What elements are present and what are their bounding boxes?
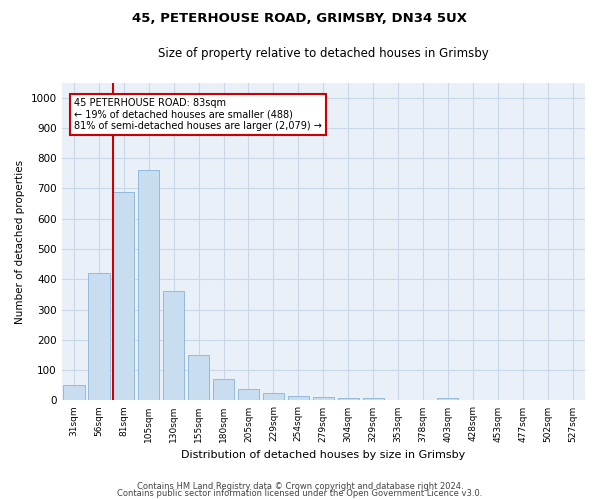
- Bar: [113, 192, 134, 400]
- Bar: [437, 398, 458, 400]
- Y-axis label: Number of detached properties: Number of detached properties: [15, 160, 25, 324]
- X-axis label: Distribution of detached houses by size in Grimsby: Distribution of detached houses by size …: [181, 450, 466, 460]
- Text: Contains public sector information licensed under the Open Government Licence v3: Contains public sector information licen…: [118, 490, 482, 498]
- Bar: [313, 398, 334, 400]
- Bar: [88, 274, 110, 400]
- Bar: [288, 396, 309, 400]
- Bar: [238, 389, 259, 400]
- Text: 45 PETERHOUSE ROAD: 83sqm
← 19% of detached houses are smaller (488)
81% of semi: 45 PETERHOUSE ROAD: 83sqm ← 19% of detac…: [74, 98, 322, 131]
- Bar: [64, 386, 85, 400]
- Bar: [362, 398, 384, 400]
- Title: Size of property relative to detached houses in Grimsby: Size of property relative to detached ho…: [158, 48, 488, 60]
- Bar: [188, 355, 209, 401]
- Text: Contains HM Land Registry data © Crown copyright and database right 2024.: Contains HM Land Registry data © Crown c…: [137, 482, 463, 491]
- Text: 45, PETERHOUSE ROAD, GRIMSBY, DN34 5UX: 45, PETERHOUSE ROAD, GRIMSBY, DN34 5UX: [133, 12, 467, 26]
- Bar: [338, 398, 359, 400]
- Bar: [263, 393, 284, 400]
- Bar: [138, 170, 160, 400]
- Bar: [213, 378, 234, 400]
- Bar: [163, 292, 184, 401]
